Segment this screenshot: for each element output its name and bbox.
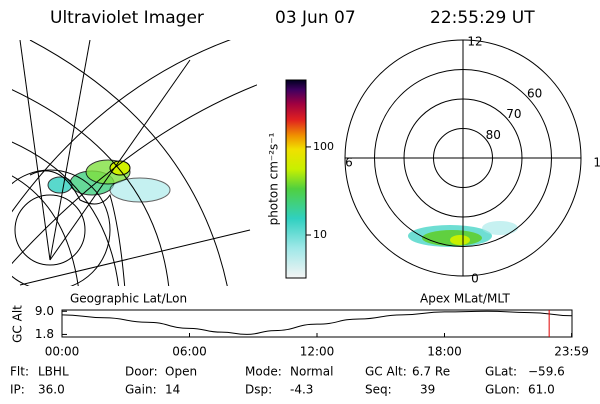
y-tick-label: 9.0 [35,304,54,318]
field-value: 61.0 [528,383,555,397]
colorbar-label: photon cm⁻²s⁻¹ [267,132,281,225]
field-label: GC Alt: [365,365,407,379]
colorbar-tick-label: 100 [313,140,334,153]
field-value: Open [165,365,197,379]
lat-label: 70 [506,107,521,121]
altitude-line [61,310,573,335]
geographic-map [12,40,257,286]
x-tick-label: 00:00 [45,345,80,359]
field-value: 14 [165,383,180,397]
colorbar-tick-label: 10 [313,228,327,241]
field-label: GLon: [485,383,520,397]
field-label: Flt: [10,365,29,379]
date: 03 Jun 07 [275,8,356,28]
field-value: 36.0 [38,383,65,397]
field-label: Door: [125,365,158,379]
lat-label: 60 [527,87,542,101]
field-label: Mode: [245,365,282,379]
x-tick-label: 23:59 [554,345,589,359]
mlt-label: 0 [471,272,479,286]
polar-label: Apex MLat/MLT [420,292,510,306]
field-value: -4.3 [290,383,313,397]
mlt-label: 18 [593,156,600,170]
y-axis-label: GC Alt [11,305,25,343]
field-label: IP: [10,383,25,397]
field-value: 6.7 Re [412,365,450,379]
field-value: 39 [420,383,435,397]
instrument: Ultraviolet Imager [50,8,204,28]
x-tick-label: 18:00 [427,345,462,359]
field-label: GLat: [485,365,517,379]
field-value: −59.6 [528,365,565,379]
mlt-label: 6 [345,156,353,170]
time: 22:55:29 UT [430,8,535,28]
y-tick-label: 1.8 [35,327,54,341]
field-label: Seq: [365,383,392,397]
x-tick-label: 12:00 [300,345,335,359]
colorbar [286,80,306,278]
field-label: Gain: [125,383,157,397]
polar-aurora [408,221,518,247]
mlt-label: 12 [467,35,482,49]
map-label: Geographic Lat/Lon [70,292,187,306]
lat-label: 80 [486,128,501,142]
colorbar-frame [285,79,307,279]
x-tick-label: 06:00 [172,345,207,359]
field-value: LBHL [38,365,69,379]
field-value: Normal [290,365,333,379]
timeseries-frame [61,309,573,338]
field-label: Dsp: [245,383,272,397]
